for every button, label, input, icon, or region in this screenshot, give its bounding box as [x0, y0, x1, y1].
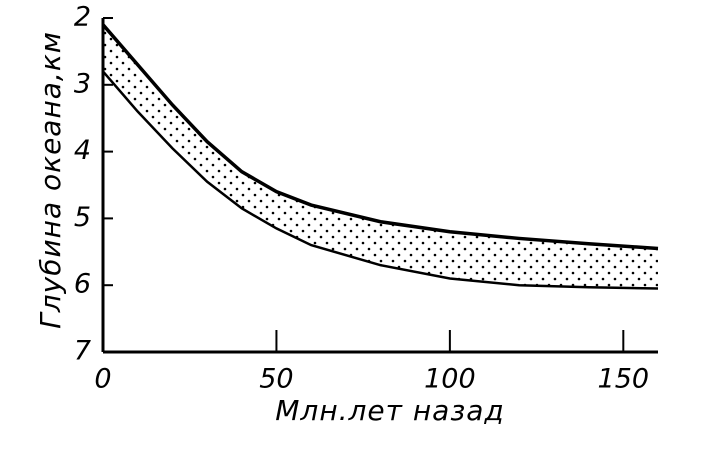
y-axis-label: Глубина океана,км [34, 31, 67, 329]
y-tick-label: 7 [74, 336, 91, 367]
x-axis-label: Млн.лет назад [275, 394, 504, 427]
y-tick-label: 5 [74, 202, 91, 233]
x-tick-label: 150 [598, 364, 650, 395]
y-tick-label: 3 [74, 68, 91, 99]
band-fill [103, 24, 658, 289]
x-tick-label: 100 [424, 364, 476, 395]
y-tick-label: 4 [74, 135, 91, 166]
curve [102, 70, 659, 290]
y-tick-label: 6 [74, 269, 91, 300]
x-tick-label: 50 [259, 364, 293, 395]
x-tick-label: 0 [94, 364, 111, 395]
curve [101, 23, 659, 251]
y-tick-label: 2 [74, 2, 91, 33]
